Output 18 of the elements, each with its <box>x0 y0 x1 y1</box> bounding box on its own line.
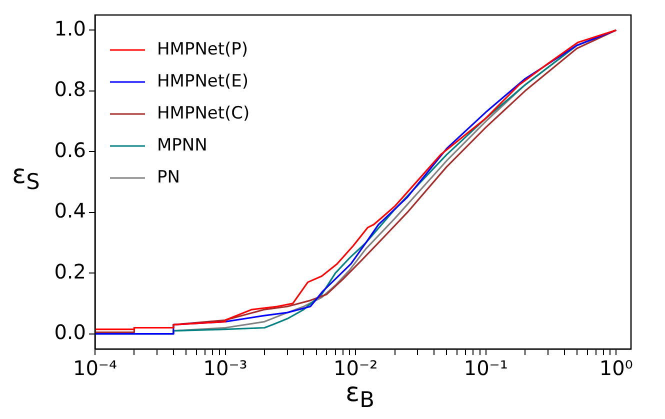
legend-label: HMPNet(C) <box>157 103 250 124</box>
legend-label: PN <box>157 167 180 188</box>
y-tick-label: 0.8 <box>54 77 86 102</box>
y-axis-title: ε$_{S}$ <box>12 160 40 196</box>
x-tick-label: 10⁻⁴ <box>72 356 118 380</box>
x-tick-label: 10⁰ <box>599 356 633 380</box>
y-tick-label: 0.6 <box>54 138 86 162</box>
y-tick-label: 0.4 <box>54 198 86 223</box>
x-tick-label: 10⁻¹ <box>464 356 508 380</box>
y-tick-label: 1.0 <box>54 16 86 40</box>
legend-label: MPNN <box>157 135 208 156</box>
x-tick-label: 10⁻² <box>334 356 378 380</box>
legend-label: HMPNet(E) <box>157 71 249 92</box>
y-tick-label: 0.2 <box>54 259 86 284</box>
x-tick-label: 10⁻³ <box>203 356 248 380</box>
x-axis-title: ε$_{B}$ <box>344 378 376 414</box>
legend-label: HMPNet(P) <box>157 39 248 60</box>
y-tick-label: 0.0 <box>54 320 86 344</box>
